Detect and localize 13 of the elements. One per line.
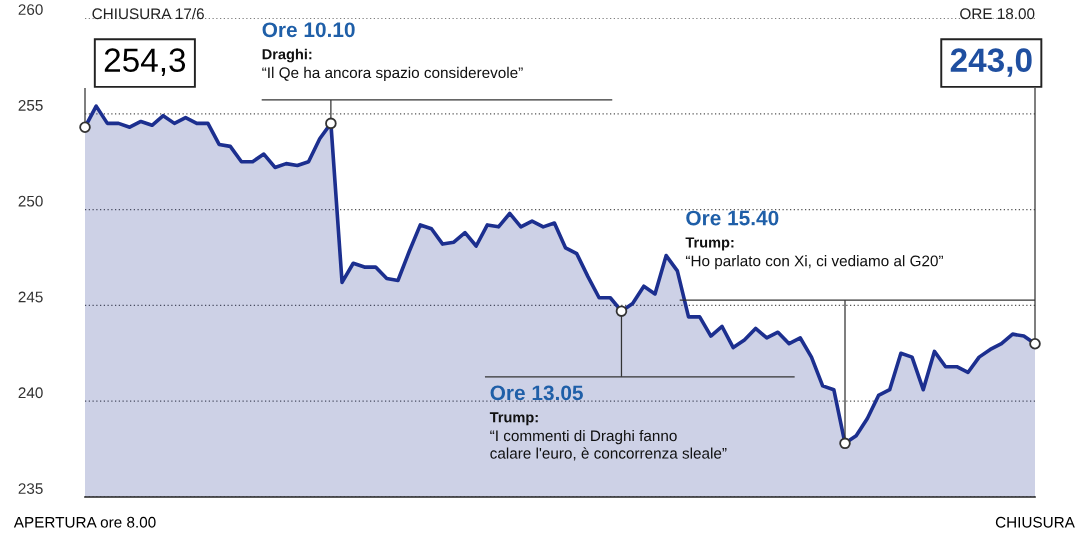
text: ORE 18.00 243,0 xyxy=(950,8,1035,77)
annotation: Ore 10.10 Draghi: “Il Qe ha ancora spazio considerevole” xyxy=(262,22,523,82)
y-tick-label: 240 xyxy=(18,387,43,399)
y-tick-label: 245 xyxy=(18,291,43,303)
annotation: Ore 15.40 Trump: “Ho parlato con Xi, ci vediamo al G20” xyxy=(685,210,943,270)
x-tick-label: APERTURA ore 8.00 xyxy=(13,516,156,528)
text: CHIUSURA 17/6 254,3 xyxy=(92,7,204,76)
y-tick-label: 260 xyxy=(18,4,43,15)
y-tick-label: 255 xyxy=(18,99,43,111)
y-tick-label: 235 xyxy=(18,483,43,494)
x-tick-label: CHIUSURA xyxy=(995,516,1075,528)
y-tick-label: 250 xyxy=(18,195,43,207)
annotation: Ore 13.05 Trump: “I commenti di Draghi fanno calare l'euro, è concorrenza sleale” xyxy=(489,385,727,461)
